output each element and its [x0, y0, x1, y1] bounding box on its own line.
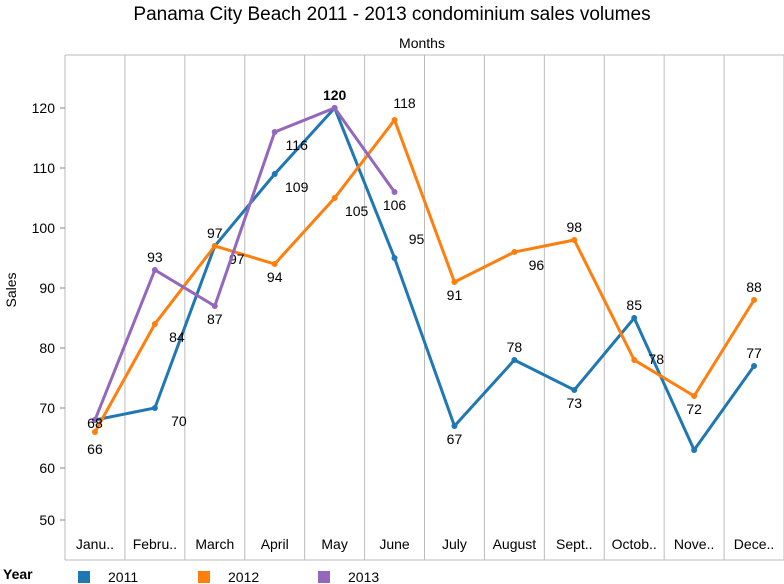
- data-point[interactable]: [151, 405, 158, 411]
- data-point[interactable]: [271, 171, 278, 177]
- data-label: 78: [507, 339, 523, 355]
- y-tick-label: 60: [39, 460, 55, 476]
- data-point[interactable]: [151, 267, 158, 273]
- legend-label: 2011: [108, 569, 138, 584]
- data-label: 105: [345, 203, 369, 219]
- x-tick-label: April: [261, 536, 289, 552]
- data-point[interactable]: [271, 129, 278, 135]
- legend-swatch: [78, 571, 90, 583]
- y-tick-label: 100: [32, 220, 56, 236]
- data-point[interactable]: [631, 357, 638, 363]
- data-label: 78: [648, 351, 664, 367]
- data-point[interactable]: [571, 387, 578, 393]
- data-point[interactable]: [511, 357, 518, 363]
- data-label: 94: [267, 269, 283, 285]
- data-point[interactable]: [451, 423, 458, 429]
- data-point[interactable]: [391, 117, 398, 123]
- data-point[interactable]: [91, 429, 98, 435]
- data-label: 95: [409, 231, 425, 247]
- x-tick-label: July: [442, 536, 467, 552]
- legend-label: 2012: [228, 569, 259, 584]
- x-tick-label: Janu..: [76, 536, 114, 552]
- y-tick-label: 110: [33, 160, 56, 176]
- data-label: 73: [567, 395, 583, 411]
- y-tick-label: 90: [39, 280, 55, 296]
- data-label: 85: [626, 297, 642, 313]
- data-point[interactable]: [751, 297, 758, 303]
- data-point[interactable]: [511, 249, 518, 255]
- data-point[interactable]: [451, 279, 458, 285]
- x-axis-title: Months: [399, 35, 445, 51]
- data-point[interactable]: [691, 393, 698, 399]
- data-label: 93: [147, 249, 163, 265]
- data-label: 120: [323, 87, 347, 103]
- data-point[interactable]: [391, 189, 398, 195]
- chart-title: Panama City Beach 2011 - 2013 condominiu…: [133, 4, 651, 25]
- x-tick-label: Octob..: [612, 536, 657, 552]
- data-label: 68: [87, 415, 103, 431]
- data-label: 66: [87, 441, 103, 457]
- series-line-2013: [93, 106, 396, 421]
- data-point[interactable]: [331, 105, 338, 111]
- data-label: 91: [447, 287, 463, 303]
- legend-label: 2013: [348, 569, 379, 584]
- data-label: 106: [383, 197, 407, 213]
- legend-title: Year: [3, 566, 33, 582]
- data-point[interactable]: [391, 255, 398, 261]
- data-label: 77: [746, 345, 762, 361]
- y-axis-title: Sales: [3, 272, 19, 307]
- series-line-2011: [94, 105, 756, 453]
- data-point[interactable]: [571, 237, 578, 243]
- data-point[interactable]: [751, 363, 758, 369]
- legend-swatch: [198, 571, 210, 583]
- legend: Year: [0, 566, 784, 584]
- data-label: 87: [207, 311, 223, 327]
- data-label: 70: [171, 413, 187, 429]
- data-label: 84: [169, 329, 185, 345]
- y-tick-label: 80: [39, 340, 55, 356]
- data-point[interactable]: [211, 243, 218, 249]
- x-tick-label: Febru..: [133, 536, 177, 552]
- series-line-2012: [93, 116, 756, 433]
- data-label: 109: [285, 179, 309, 195]
- data-point[interactable]: [91, 417, 98, 423]
- legend-swatch: [318, 571, 330, 583]
- data-label: 118: [393, 95, 416, 111]
- data-point[interactable]: [631, 315, 638, 321]
- x-tick-label: June: [379, 536, 410, 552]
- data-label: 67: [447, 431, 463, 447]
- data-label: 88: [746, 279, 762, 295]
- data-point[interactable]: [691, 447, 698, 453]
- x-tick-label: May: [321, 536, 347, 552]
- y-tick-label: 120: [32, 100, 56, 116]
- data-point[interactable]: [271, 261, 278, 267]
- data-point[interactable]: [331, 195, 338, 201]
- x-tick-label: August: [493, 536, 537, 552]
- data-point[interactable]: [151, 321, 158, 327]
- data-label: 96: [529, 257, 545, 273]
- x-tick-label: Sept..: [556, 536, 593, 552]
- data-label: 72: [686, 401, 702, 417]
- x-tick-label: March: [195, 536, 234, 552]
- data-point[interactable]: [211, 303, 218, 309]
- data-label: 98: [567, 219, 583, 235]
- x-tick-label: Nove..: [674, 536, 714, 552]
- y-tick-label: 50: [39, 512, 55, 528]
- x-tick-label: Dece..: [734, 536, 774, 552]
- data-label: 116: [286, 137, 309, 153]
- y-tick-label: 70: [39, 400, 55, 416]
- data-label: 97: [207, 225, 223, 241]
